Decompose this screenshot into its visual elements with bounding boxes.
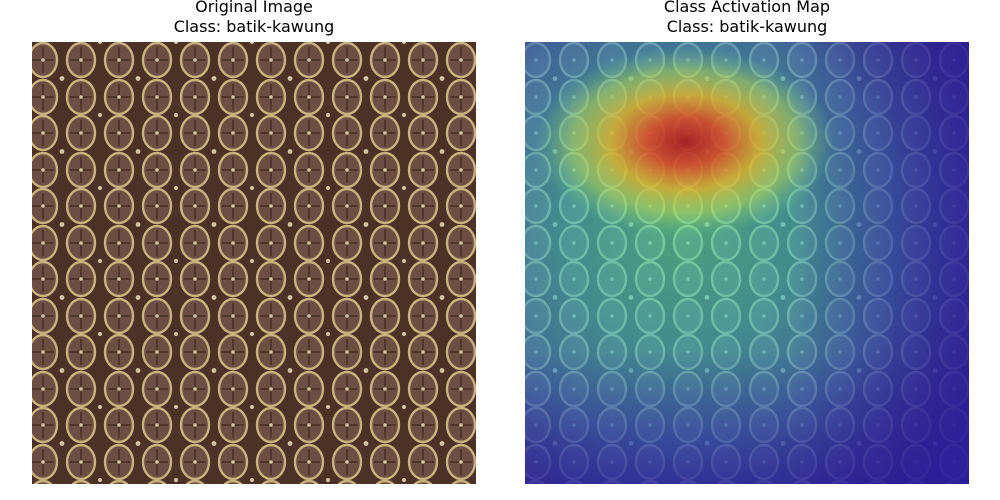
cam-class-label: Class: batik-kawung	[666, 17, 828, 36]
original-image-panel	[32, 42, 476, 484]
class-activation-map-panel	[525, 42, 969, 484]
class-activation-map	[525, 42, 969, 484]
cam-title-line1: Class Activation Map	[663, 0, 831, 16]
original-image	[32, 42, 476, 484]
original-image-class-label: Class: batik-kawung	[173, 17, 335, 36]
original-image-title: Original Image Class: batik-kawung	[32, 0, 476, 37]
cam-title: Class Activation Map Class: batik-kawung	[525, 0, 969, 37]
original-image-title-line1: Original Image	[195, 0, 313, 16]
